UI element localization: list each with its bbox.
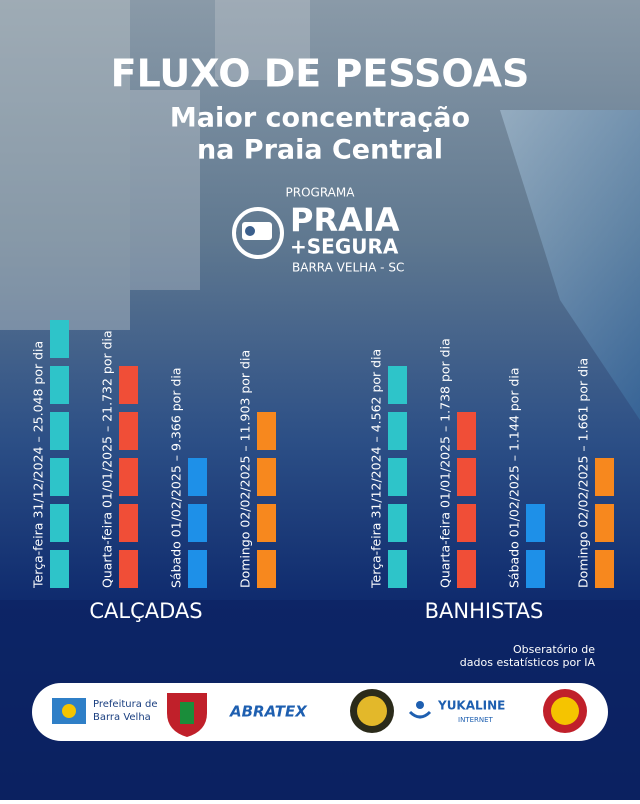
shield-logo: [167, 693, 207, 737]
bar-block: [50, 412, 69, 450]
bars: Terça-feira 31/12/2024 – 25.048 por dia Q…: [31, 320, 614, 623]
sponsor-text: INTERNET: [458, 716, 494, 724]
source: Obseratório de: [513, 643, 595, 656]
bar-block: [119, 550, 138, 588]
bar-label: Sábado 01/02/2025 – 9.366 por dia: [169, 367, 184, 588]
sponsor-text: Prefeitura de: [93, 699, 158, 710]
bar-block: [257, 458, 276, 496]
bar-block: [526, 550, 545, 588]
bar-block: [50, 458, 69, 496]
source: dados estatísticos por IA: [460, 656, 596, 669]
building: [130, 90, 200, 290]
bar-block: [595, 550, 614, 588]
bar-block: [457, 458, 476, 496]
fire-logo: [543, 689, 587, 733]
bar-block: [457, 550, 476, 588]
bar-block: [50, 320, 69, 358]
bar-block: [526, 504, 545, 542]
bar-block: [388, 412, 407, 450]
sponsor-text: YUKALINE: [437, 699, 505, 713]
program-place: BARRA VELHA - SC: [292, 261, 404, 275]
bar-label: Domingo 02/02/2025 – 1.661 por dia: [576, 358, 591, 588]
camera-icon: [232, 207, 284, 259]
bar-block: [388, 366, 407, 404]
bar-block: [119, 366, 138, 404]
subtitle: Maior concentração: [170, 103, 470, 134]
subtitle: na Praia Central: [197, 135, 443, 166]
bar-block: [257, 550, 276, 588]
bar-block: [119, 412, 138, 450]
sponsor-text: Barra Velha: [93, 712, 151, 723]
bar-label: Terça-feira 31/12/2024 – 25.048 por dia: [31, 341, 46, 589]
group-label: CALÇADAS: [89, 599, 202, 623]
sponsor-text: ABRATEX: [229, 703, 308, 721]
bar-block: [457, 504, 476, 542]
bar-label: Quarta-feira 01/01/2025 – 1.738 por dia: [438, 338, 453, 588]
bar-block: [388, 458, 407, 496]
bar-block: [388, 550, 407, 588]
bar-block: [388, 504, 407, 542]
program-name: +SEGURA: [290, 235, 399, 259]
bar-block: [188, 458, 207, 496]
yukaline-icon: [408, 701, 432, 719]
bar-block: [119, 504, 138, 542]
bar-block: [595, 458, 614, 496]
group-label: BANHISTAS: [425, 599, 544, 623]
bar-block: [119, 458, 138, 496]
bar-block: [50, 504, 69, 542]
program-name: PRAIA: [290, 201, 400, 239]
program-kicker: PROGRAMA: [286, 186, 356, 200]
bar-block: [257, 412, 276, 450]
bar-block: [50, 366, 69, 404]
bar-block: [188, 504, 207, 542]
bar-block: [257, 504, 276, 542]
bar-block: [50, 550, 69, 588]
bar-block: [457, 412, 476, 450]
bar-label: Sábado 01/02/2025 – 1.144 por dia: [507, 367, 522, 588]
building: [0, 0, 130, 330]
building: [215, 0, 310, 80]
title: FLUXO DE PESSOAS: [111, 52, 530, 96]
bar-block: [595, 504, 614, 542]
badge-logo: [350, 689, 394, 733]
bar-label: Domingo 02/02/2025 – 11.903 por dia: [238, 350, 253, 588]
sea: [500, 110, 640, 420]
bar-label: Quarta-feira 01/01/2025 – 21.732 por dia: [100, 330, 115, 588]
bar-block: [188, 550, 207, 588]
bar-label: Terça-feira 31/12/2024 – 4.562 por dia: [369, 349, 384, 589]
flag-logo: [52, 698, 86, 724]
